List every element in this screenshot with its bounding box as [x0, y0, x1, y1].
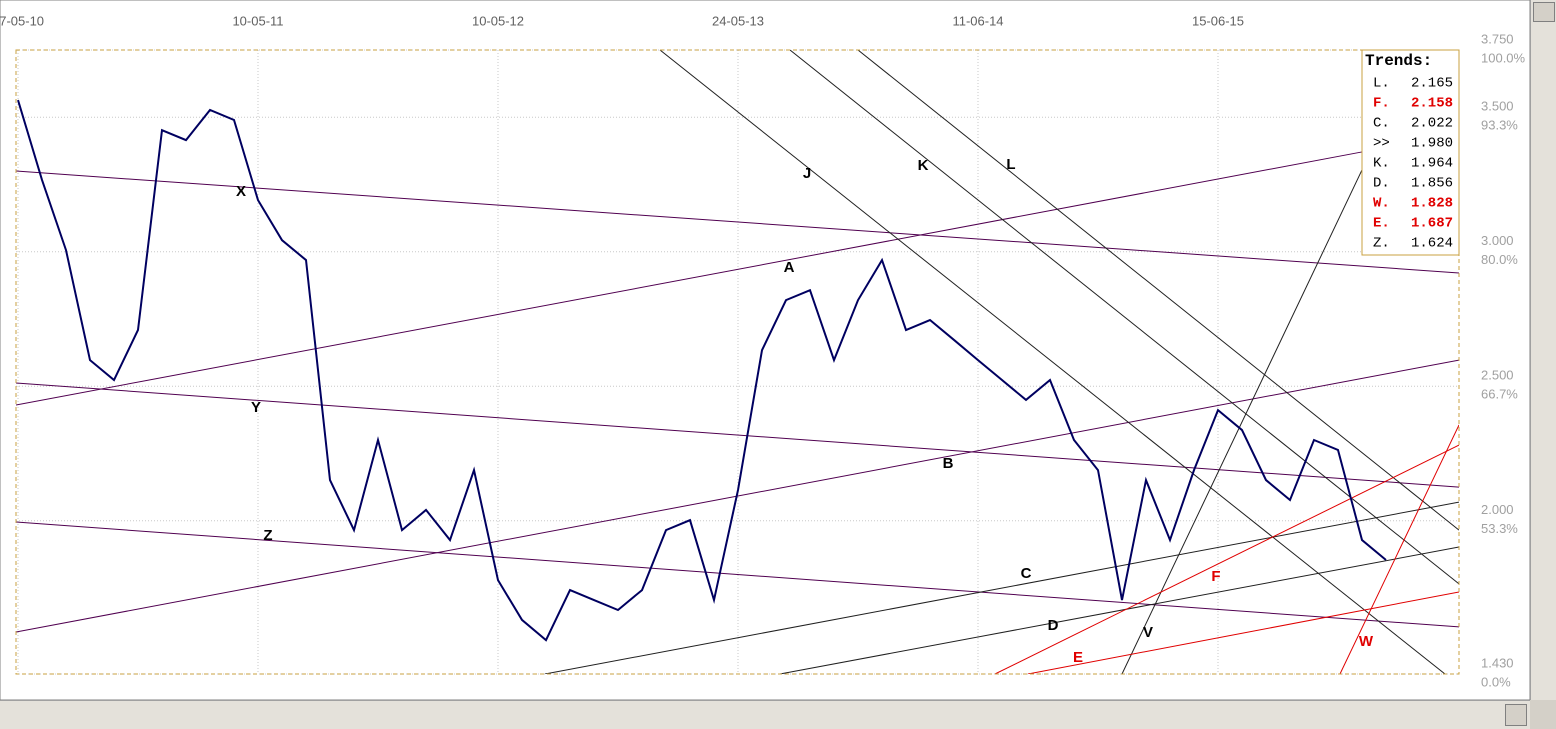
y-tick-label: 3.750 — [1481, 31, 1514, 46]
trendline — [1339, 424, 1459, 674]
legend-entry-value: 1.964 — [1411, 156, 1453, 172]
trendline-label: Y — [251, 399, 261, 416]
trendline — [857, 50, 1459, 531]
trendline — [659, 50, 1446, 674]
trendline — [16, 170, 1459, 274]
legend-entry-name: K. — [1373, 156, 1390, 172]
legend-box — [1361, 49, 1460, 256]
y-tick-label: 3.000 — [1481, 233, 1514, 248]
y-tick-percent: 53.3% — [1481, 521, 1518, 536]
trendline — [1121, 169, 1363, 674]
price-line — [17, 99, 1387, 642]
legend-entry-name: W. — [1373, 196, 1390, 212]
legend-entry-value: 1.828 — [1411, 196, 1453, 212]
legend-entry-name: >> — [1373, 136, 1390, 152]
trendline-label: Z — [263, 527, 272, 544]
chart-background — [0, 0, 1530, 700]
y-tick-percent: 0.0% — [1481, 674, 1511, 689]
y-tick-percent: 100.0% — [1481, 50, 1526, 65]
trendline-label: E — [1073, 649, 1083, 666]
x-tick-label: 24-05-13 — [712, 13, 764, 28]
scroll-thumb[interactable] — [1533, 2, 1555, 22]
y-tick-percent: 80.0% — [1481, 252, 1518, 267]
horizontal-scrollbar[interactable] — [0, 700, 1530, 729]
y-tick-label: 1.430 — [1481, 655, 1514, 670]
x-tick-label: 11-06-14 — [952, 13, 1003, 28]
y-tick-label: 2.000 — [1481, 502, 1514, 517]
trendline — [16, 382, 1459, 488]
legend-title: Trends: — [1365, 52, 1432, 70]
trend-legend: Trends: L. 2.165 F. 2.158 C. 2.022 >> 1.980 K. 1.9… — [1361, 49, 1460, 256]
legend-entry-name: C. — [1373, 116, 1390, 132]
trendline-label: K — [918, 157, 929, 174]
trendline-label: A — [784, 259, 795, 276]
legend-entry-value: 1.687 — [1411, 216, 1453, 232]
y-tick-percent: 93.3% — [1481, 118, 1518, 133]
legend-entry-name: D. — [1373, 176, 1390, 192]
vertical-scrollbar[interactable] — [1530, 0, 1556, 700]
plot-lines — [16, 50, 1459, 674]
trendline-label: D — [1048, 617, 1059, 634]
trendline-label: J — [803, 165, 811, 182]
trendline-label: X — [236, 183, 246, 200]
y-tick-percent: 66.7% — [1481, 387, 1518, 402]
trendline-label: W — [1359, 633, 1374, 650]
legend-entry-name: E. — [1373, 216, 1390, 232]
trendline — [779, 546, 1459, 674]
legend-entry-value: 2.158 — [1411, 96, 1453, 112]
trendline — [16, 521, 1459, 628]
trendline-label: B — [943, 455, 954, 472]
trendline — [544, 501, 1459, 674]
trendline — [1027, 591, 1459, 674]
labels: 3.750 100.0% 3.500 93.3% 3.000 80.0% 2.500 66.7… — [0, 13, 1526, 689]
trendline-label: V — [1143, 624, 1153, 641]
legend-entry-name: Z. — [1373, 236, 1390, 252]
trendline-label: F — [1211, 568, 1220, 585]
scroll-thumb[interactable] — [1505, 704, 1527, 726]
trendline — [16, 151, 1363, 406]
chart: 3.750 100.0% 3.500 93.3% 3.000 80.0% 2.500 66.7… — [0, 0, 1530, 700]
trendline — [994, 444, 1459, 674]
y-tick-label: 2.500 — [1481, 368, 1514, 383]
legend-entry-value: 1.856 — [1411, 176, 1453, 192]
legend-entry-value: 1.980 — [1411, 136, 1453, 152]
trendline-label: L — [1006, 156, 1015, 173]
trendline — [789, 50, 1459, 585]
legend-entry-value: 2.165 — [1411, 76, 1453, 92]
legend-entry-name: F. — [1373, 96, 1390, 112]
trendline-label: C — [1021, 565, 1032, 582]
legend-entry-name: L. — [1373, 76, 1390, 92]
legend-entry-value: 1.624 — [1411, 236, 1453, 252]
plot-border — [15, 49, 1460, 675]
x-tick-label: 07-05-10 — [0, 13, 44, 28]
x-tick-label: 10-05-11 — [232, 13, 283, 28]
y-tick-label: 3.500 — [1481, 99, 1514, 114]
x-tick-label: 15-06-15 — [1192, 13, 1244, 28]
x-tick-label: 10-05-12 — [472, 13, 524, 28]
legend-entry-value: 2.022 — [1411, 116, 1453, 132]
